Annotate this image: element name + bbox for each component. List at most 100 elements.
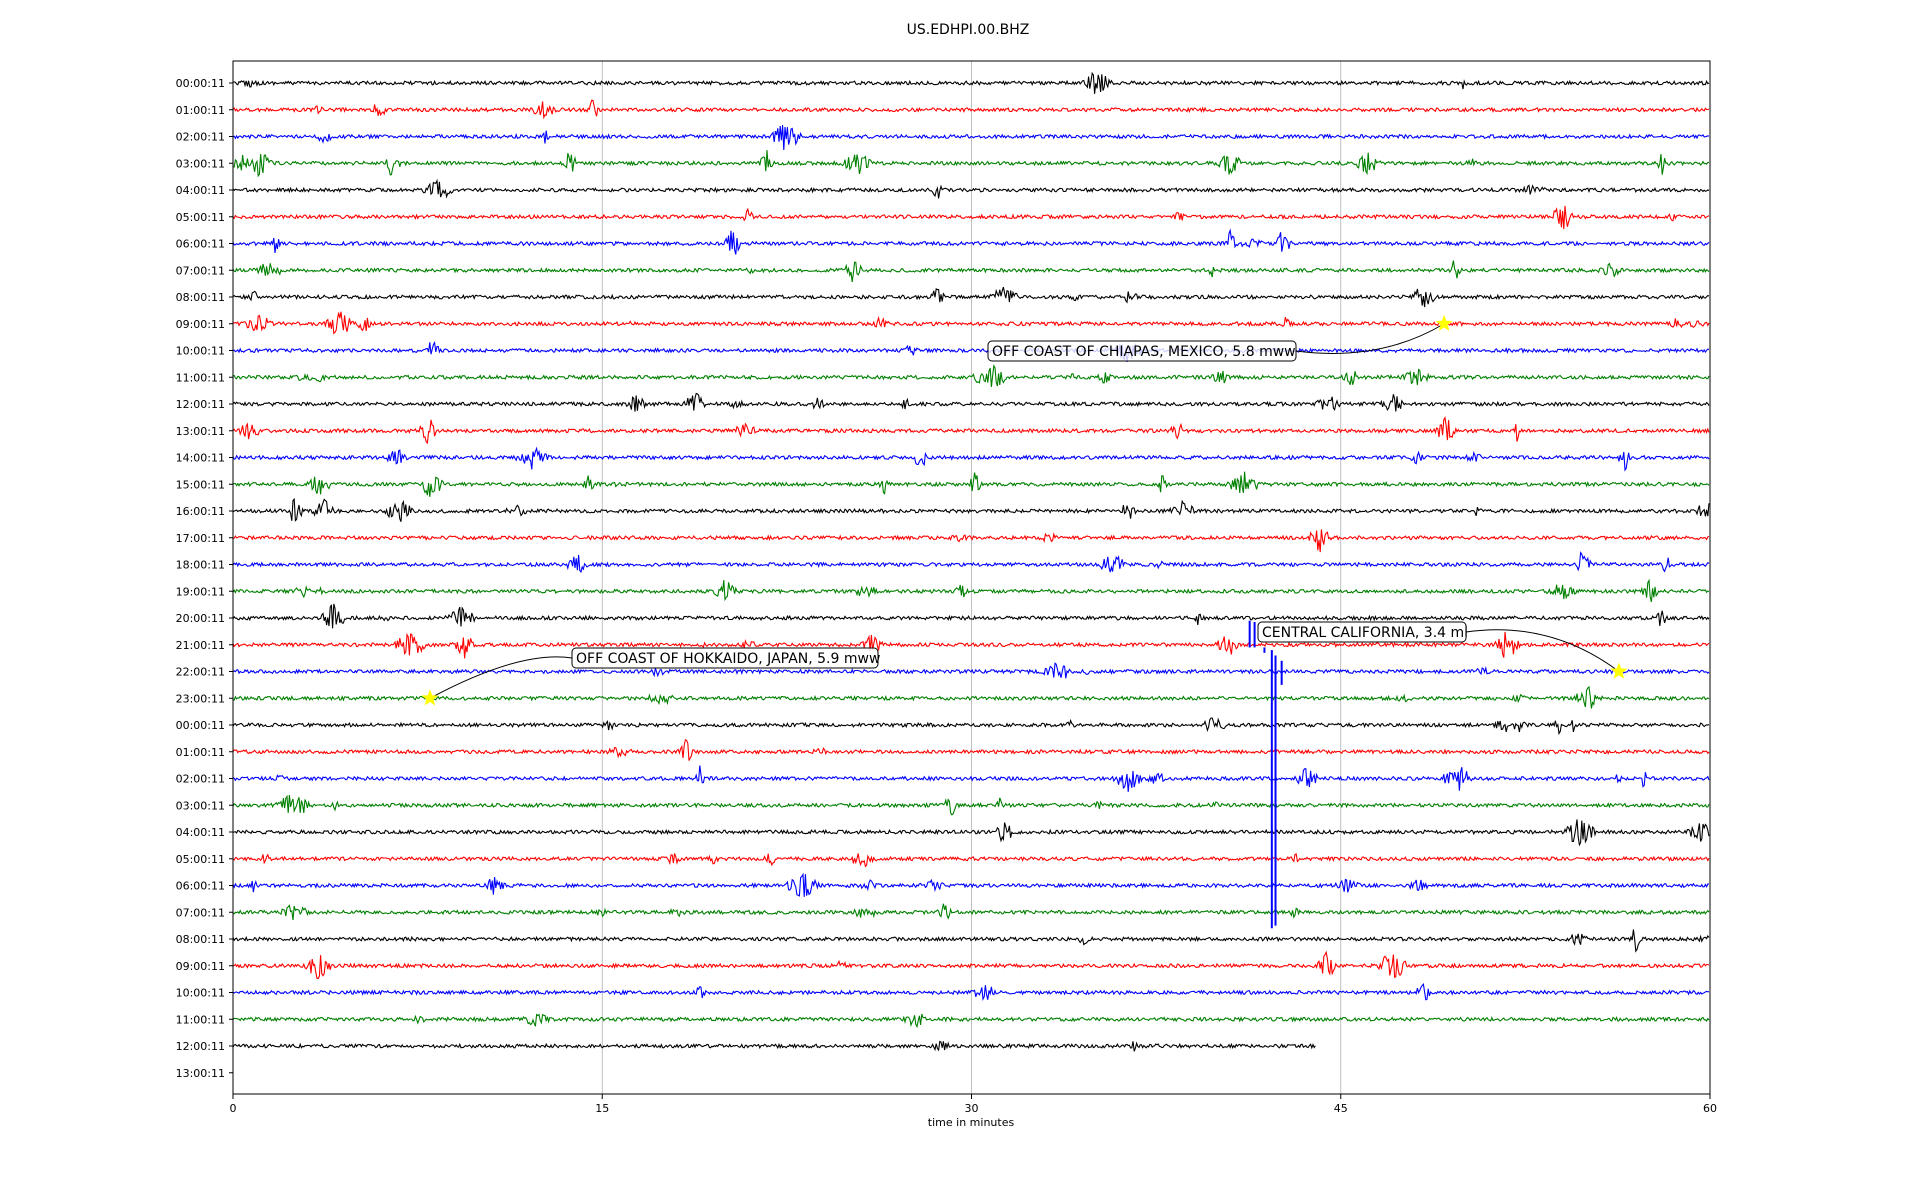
y-tick-label: 14:00:11 — [176, 452, 225, 465]
y-tick-label: 02:00:11 — [176, 131, 225, 144]
trace-row-2 — [232, 125, 1710, 151]
x-tick-label: 30 — [965, 1102, 979, 1115]
trace-row-18 — [232, 551, 1710, 574]
y-tick-label: 06:00:11 — [176, 238, 225, 251]
x-tick-label: 0 — [230, 1102, 237, 1115]
plot-frame — [232, 60, 1711, 1095]
y-tick-label: 03:00:11 — [176, 157, 225, 170]
y-tick-label: 12:00:11 — [176, 398, 225, 411]
annotation-box — [987, 340, 1297, 362]
trace-row-23 — [232, 685, 1710, 709]
y-tick-label: 05:00:11 — [176, 211, 225, 224]
event-label: OFF COAST OF CHIAPAS, MEXICO, 5.8 mww — [992, 344, 1296, 360]
trace-row-22 — [232, 662, 1710, 679]
y-tick-label: 19:00:11 — [176, 585, 225, 598]
trace-row-16 — [232, 497, 1710, 522]
y-tick-label: 13:00:11 — [176, 1067, 225, 1080]
y-tick-label: 05:00:11 — [176, 853, 225, 866]
annotation-connector — [1295, 323, 1445, 354]
trace-row-21 — [232, 631, 1710, 659]
y-tick-label: 00:00:11 — [176, 719, 225, 732]
y-tick-label: 04:00:11 — [176, 184, 225, 197]
trace-row-5 — [232, 205, 1710, 230]
y-tick-label: 02:00:11 — [176, 773, 225, 786]
x-axis: 0 15 30 45 60 — [230, 1094, 1717, 1115]
trace-row-12 — [232, 392, 1710, 412]
trace-row-36 — [232, 1040, 1316, 1052]
event-star-icon — [1610, 662, 1628, 679]
y-tick-label: 00:00:11 — [176, 77, 225, 90]
trace-row-28 — [232, 819, 1710, 847]
trace-row-32 — [232, 929, 1710, 953]
y-tick-label: 20:00:11 — [176, 612, 225, 625]
trace-row-8 — [232, 286, 1710, 308]
event-label: CENTRAL CALIFORNIA, 3.4 ml — [1262, 625, 1468, 641]
y-tick-label: 07:00:11 — [176, 906, 225, 919]
trace-row-31 — [232, 903, 1710, 920]
y-tick-label: 17:00:11 — [176, 532, 225, 545]
trace-row-15 — [232, 471, 1710, 497]
trace-row-3 — [232, 150, 1709, 178]
y-tick-label: 04:00:11 — [176, 826, 225, 839]
trace-row-11 — [232, 364, 1710, 388]
trace-row-20 — [232, 603, 1710, 629]
y-tick-label: 12:00:11 — [176, 1040, 225, 1053]
y-tick-label: 08:00:11 — [176, 933, 225, 946]
trace-row-25 — [232, 738, 1710, 761]
event-annotations: OFF COAST OF CHIAPAS, MEXICO, 5.8 mww CEN… — [421, 314, 1628, 706]
y-tick-label: 10:00:11 — [176, 987, 225, 1000]
y-tick-label: 09:00:11 — [176, 318, 225, 331]
x-tick-label: 15 — [595, 1102, 609, 1115]
y-tick-label: 23:00:11 — [176, 692, 225, 705]
trace-row-0 — [232, 71, 1710, 94]
event-label: OFF COAST OF HOKKAIDO, JAPAN, 5.9 mww — [576, 651, 880, 667]
trace-row-17 — [232, 529, 1710, 553]
trace-row-27 — [232, 794, 1710, 816]
trace-row-33 — [232, 950, 1710, 979]
annotation-box — [571, 647, 879, 669]
y-tick-label: 13:00:11 — [176, 425, 225, 438]
trace-row-19 — [232, 578, 1710, 602]
trace-row-4 — [232, 178, 1710, 199]
seismic-traces — [232, 71, 1710, 1052]
trace-row-34 — [232, 982, 1710, 1002]
trace-row-29 — [232, 853, 1710, 868]
trace-row-10 — [232, 340, 1710, 362]
annotation-connector — [429, 656, 573, 699]
trace-row-9 — [232, 311, 1710, 335]
y-tick-label: 01:00:11 — [176, 104, 225, 117]
y-tick-label: 10:00:11 — [176, 345, 225, 358]
y-tick-label: 01:00:11 — [176, 746, 225, 759]
annotation-box — [1257, 621, 1467, 643]
trace-row-13 — [232, 416, 1710, 445]
trace-row-24 — [232, 717, 1710, 736]
y-tick-label: 15:00:11 — [176, 478, 225, 491]
trace-row-7 — [232, 260, 1710, 282]
chart-title: US.EDHPI.00.BHZ — [907, 22, 1030, 38]
y-tick-label: 11:00:11 — [176, 371, 225, 384]
y-tick-label: 06:00:11 — [176, 880, 225, 893]
x-tick-label: 45 — [1334, 1102, 1348, 1115]
y-tick-label: 08:00:11 — [176, 291, 225, 304]
trace-row-14 — [232, 446, 1710, 472]
trace-row-26 — [232, 765, 1710, 792]
y-tick-label: 11:00:11 — [176, 1013, 225, 1026]
trace-row-35 — [232, 1013, 1710, 1029]
y-tick-label: 16:00:11 — [176, 505, 225, 518]
event-star-icon — [1435, 314, 1453, 331]
y-tick-label: 03:00:11 — [176, 799, 225, 812]
trace-row-30 — [232, 872, 1710, 897]
event-star-icon — [421, 689, 439, 706]
y-tick-label: 18:00:11 — [176, 559, 225, 572]
x-tick-label: 60 — [1703, 1102, 1717, 1115]
x-axis-label: time in minutes — [928, 1116, 1015, 1129]
grid-lines — [601, 61, 1342, 1094]
trace-row-1 — [232, 99, 1710, 120]
trace-row-6 — [232, 228, 1710, 255]
y-tick-label: 21:00:11 — [176, 639, 225, 652]
y-tick-label: 07:00:11 — [176, 264, 225, 277]
y-tick-label: 09:00:11 — [176, 960, 225, 973]
annotation-connector — [1465, 629, 1620, 672]
y-tick-label: 22:00:11 — [176, 666, 225, 679]
